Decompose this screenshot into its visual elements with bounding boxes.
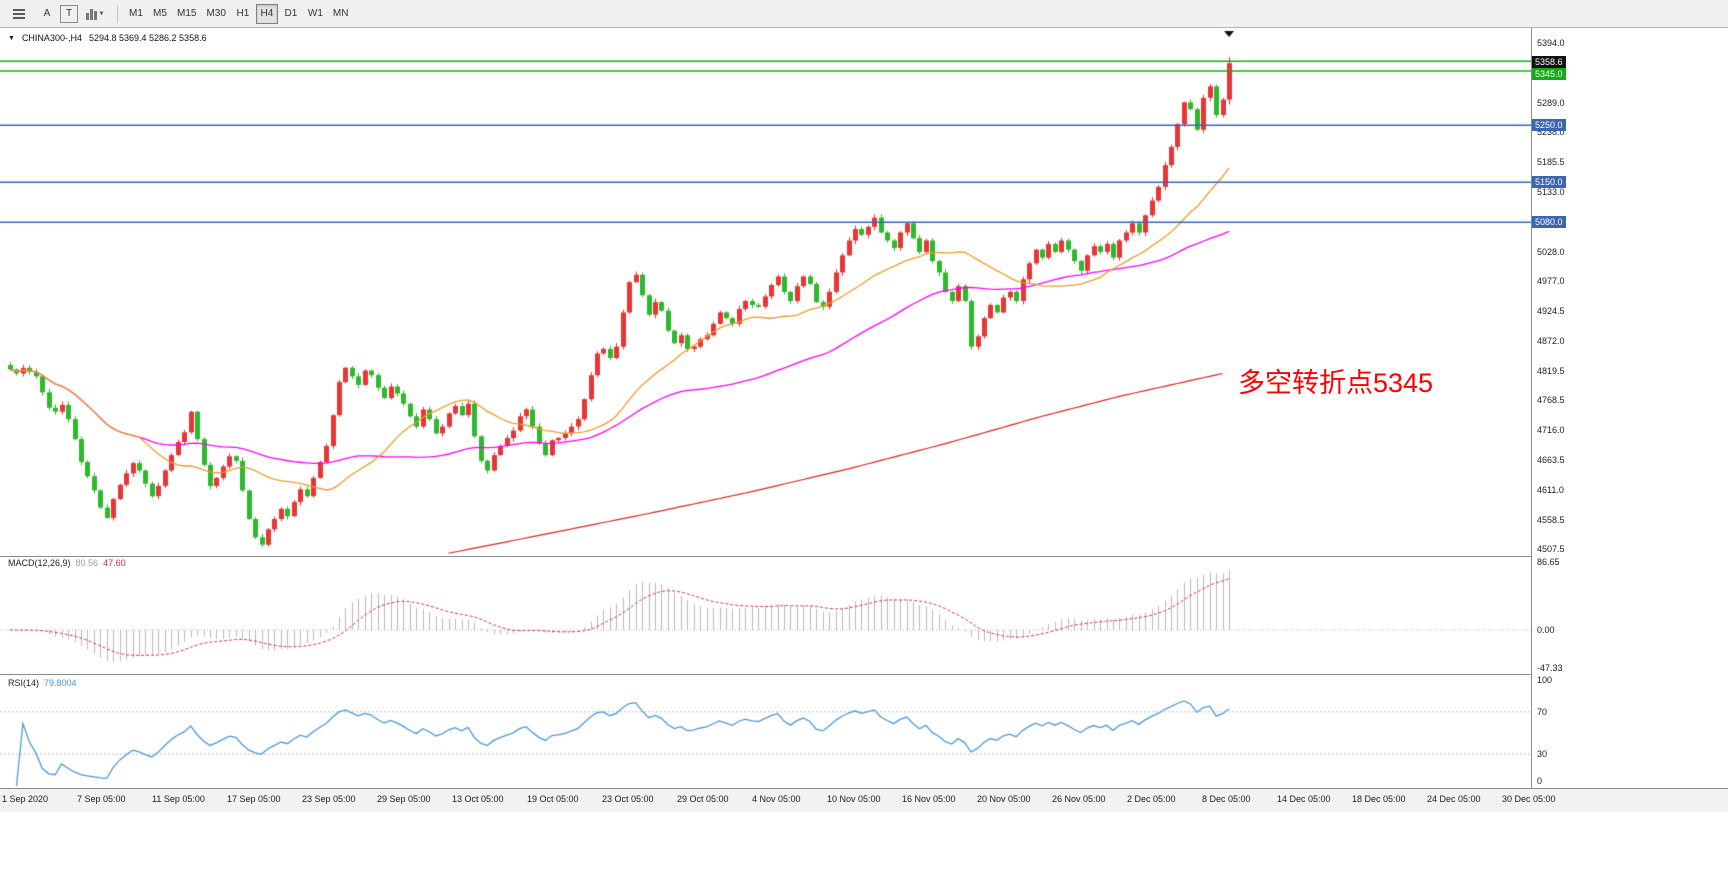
price-axis-label: 4663.5: [1537, 454, 1565, 465]
price-axis-label: 4819.5: [1537, 365, 1565, 376]
chevron-down-icon: ▼: [98, 10, 105, 17]
timeframe-button-h1[interactable]: H1: [232, 4, 254, 24]
price-axis-label: 4768.5: [1537, 395, 1565, 406]
time-axis-label: 10 Nov 05:00: [827, 794, 881, 804]
time-axis-label: 26 Nov 05:00: [1052, 794, 1106, 804]
price-axis-label: 5185.5: [1537, 157, 1565, 167]
time-axis-label: 18 Dec 05:00: [1352, 794, 1406, 804]
price-axis-label: 4924.5: [1537, 305, 1565, 316]
price-chart-canvas[interactable]: [0, 28, 1531, 812]
axis-separator: [1531, 28, 1532, 788]
symbol-ohlc-label: ▼ CHINA300-,H4 5294.8 5369.4 5286.2 5358…: [8, 33, 207, 43]
time-axis-label: 16 Nov 05:00: [902, 794, 956, 804]
panel-separator: [0, 674, 1728, 675]
ohlc-values: 5294.8 5369.4 5286.2 5358.6: [88, 33, 207, 43]
rsi-axis-label: 30: [1537, 749, 1548, 759]
time-axis-label: 14 Dec 05:00: [1277, 794, 1331, 804]
text-tool-button[interactable]: T: [60, 4, 78, 23]
rsi-axis-label: 70: [1537, 707, 1548, 717]
time-axis-label: 30 Dec 05:00: [1502, 794, 1556, 804]
time-axis-label: 29 Oct 05:00: [677, 794, 729, 804]
price-axis-label: 4716.0: [1537, 424, 1565, 435]
timeframe-button-mn[interactable]: MN: [329, 4, 353, 24]
chart-type-button[interactable]: ▼: [80, 3, 110, 25]
rsi-axis-label: 0: [1537, 776, 1543, 786]
toolbar: A T ▼ M1 M5 M15 M30 H1 H4 D1 W1 MN: [0, 0, 1728, 28]
price-axis-label: 4558.5: [1537, 514, 1565, 525]
price-axis-label: 5238.0: [1537, 127, 1565, 138]
price-axis-label: 5028.0: [1537, 246, 1565, 257]
candlestick-chart-icon: [85, 8, 97, 20]
price-axis-label: 5133.0: [1537, 186, 1565, 197]
time-axis-label: 8 Dec 05:00: [1202, 794, 1251, 804]
price-axis-label: 5289.0: [1537, 97, 1565, 108]
symbol-name: CHINA300-,H4: [21, 33, 82, 43]
window-menu-icon[interactable]: [4, 3, 34, 25]
price-axis[interactable]: 5394.0 5289.0 5238.0 5185.5 5133.0 5028.0 4977…: [1532, 28, 1728, 788]
macd-axis-label: -47.33: [1537, 663, 1563, 673]
chart-area: ▼ CHINA300-,H4 5294.8 5369.4 5286.2 5358…: [0, 28, 1728, 812]
timeframe-button-m1[interactable]: M1: [125, 4, 147, 24]
timeframe-button-m30[interactable]: M30: [202, 4, 229, 24]
price-axis-label: 5394.0: [1537, 38, 1565, 48]
rsi-name: RSI(14): [8, 678, 40, 688]
rsi-axis-label: 100: [1537, 675, 1553, 685]
time-axis-label: 13 Oct 05:00: [452, 794, 504, 804]
time-axis-label: 2 Dec 05:00: [1127, 794, 1176, 804]
timeframe-button-group: M1 M5 M15 M30 H1 H4 D1 W1 MN: [125, 3, 353, 24]
time-axis-label: 23 Sep 05:00: [302, 794, 356, 804]
time-axis-label: 24 Dec 05:00: [1427, 794, 1481, 804]
price-level-badge: 5250.0: [1532, 119, 1566, 132]
time-axis-label: 7 Sep 05:00: [77, 794, 126, 804]
price-axis-label: 4977.0: [1537, 276, 1565, 287]
rsi-indicator-label: RSI(14) 79.8004: [8, 678, 77, 688]
time-axis-label: 1 Sep 2020: [2, 794, 49, 804]
time-axis-label: 23 Oct 05:00: [602, 794, 654, 804]
cursor-tool-button[interactable]: A: [36, 4, 58, 24]
panel-separator: [0, 556, 1728, 557]
macd-main-value: 80.56: [75, 558, 99, 568]
macd-axis-label: 0.00: [1537, 625, 1555, 635]
macd-name: MACD(12,26,9): [8, 558, 71, 568]
time-axis-label: 20 Nov 05:00: [977, 794, 1031, 804]
price-axis-label: 4611.0: [1537, 484, 1564, 495]
timeframe-button-d1[interactable]: D1: [280, 4, 302, 24]
current-price-badge: 5358.6: [1532, 56, 1566, 69]
timeframe-button-m5[interactable]: M5: [149, 4, 171, 24]
time-axis-label: 11 Sep 05:00: [152, 794, 205, 804]
time-axis-label: 29 Sep 05:00: [377, 794, 431, 804]
price-axis-label: 4872.0: [1537, 335, 1565, 346]
price-level-badge: 5150.0: [1532, 176, 1566, 189]
price-level-badge: 5080.0: [1532, 216, 1566, 229]
toolbar-separator: [117, 4, 118, 23]
timeframe-button-m15[interactable]: M15: [173, 4, 200, 24]
timeframe-button-h4[interactable]: H4: [255, 3, 278, 24]
macd-signal-value: 47.60: [103, 558, 126, 568]
price-level-badge: 5345.0: [1532, 67, 1566, 80]
macd-axis-label: 86.65: [1537, 557, 1560, 567]
time-axis-label: 17 Sep 05:00: [227, 794, 281, 804]
time-axis[interactable]: 1 Sep 2020 7 Sep 05:00 11 Sep 05:00 17 Sep …: [0, 789, 1728, 812]
panel-separator: [0, 788, 1728, 789]
menu-lines-icon: [13, 8, 25, 19]
price-axis-label: 4507.5: [1537, 544, 1565, 554]
symbol-dropdown-icon[interactable]: ▼: [8, 34, 15, 42]
time-axis-label: 4 Nov 05:00: [752, 794, 801, 804]
macd-indicator-label: MACD(12,26,9) 80.56 47.60: [8, 558, 126, 568]
time-axis-label: 19 Oct 05:00: [527, 794, 579, 804]
chart-annotation-text[interactable]: 多空转折点5345: [1238, 368, 1434, 398]
rsi-value: 79.8004: [44, 678, 77, 688]
timeframe-button-w1[interactable]: W1: [304, 4, 327, 24]
